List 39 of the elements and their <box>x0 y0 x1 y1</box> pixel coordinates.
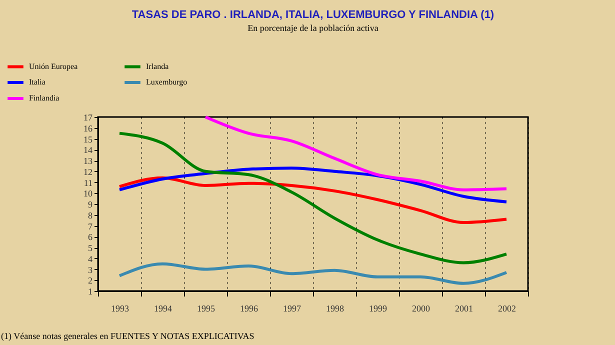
x-tick-label: 1997 <box>283 304 302 314</box>
x-tick-label: 2002 <box>498 304 516 314</box>
text: (1) Véanse notas generales en FUENTES Y NOTAS EXPLICATIVAS <box>1 331 254 341</box>
x-tick-label: 2001 <box>455 304 473 314</box>
legend-label: Luxemburgo <box>146 78 188 86</box>
y-tick-label: 8 <box>88 210 93 220</box>
y-tick-label: 12 <box>84 166 92 177</box>
y-tick-label: 17 <box>84 112 93 122</box>
line-series <box>118 176 508 224</box>
y-tick-label: 9 <box>88 200 93 210</box>
legend-label: Italia <box>29 78 46 86</box>
line-series <box>118 132 508 264</box>
legend-label: Finlandia <box>29 94 60 102</box>
chart-title: TASAS DE PARO . IRLANDA, ITALIA, LUXEMBURGO Y FINLANDIA (1) <box>132 9 494 21</box>
y-tick-label: 10 <box>84 188 93 199</box>
y-tick-label: 3 <box>88 264 93 275</box>
x-tick-label: 1995 <box>197 304 216 314</box>
x-tick-label: 1998 <box>326 304 344 314</box>
y-tick-label: 6 <box>88 232 93 242</box>
x-tick-label: 1996 <box>240 304 258 314</box>
x-tick-label: 1993 <box>111 304 130 314</box>
line-series <box>118 262 508 285</box>
x-tick-label: 2000 <box>412 304 430 314</box>
y-tick-label: 1 <box>88 286 92 296</box>
y-tick-label: 11 <box>84 178 92 188</box>
line-series <box>204 116 508 192</box>
y-tick-label: 15 <box>84 134 93 144</box>
y-tick-label: 2 <box>88 276 92 286</box>
legend-label: Unión Europea <box>29 62 78 71</box>
y-tick-label: 16 <box>84 123 93 134</box>
y-tick-label: 4 <box>88 254 93 264</box>
chart-subtitle: En porcentaje de la población activa <box>248 23 378 33</box>
x-tick-label: 1999 <box>369 304 388 314</box>
y-tick-label: 14 <box>84 145 93 156</box>
y-tick-label: 5 <box>88 243 93 253</box>
y-tick-label: 7 <box>88 221 93 232</box>
x-tick-label: 1994 <box>154 304 172 314</box>
legend-label: Irlanda <box>146 62 170 71</box>
y-tick-label: 13 <box>84 156 93 166</box>
